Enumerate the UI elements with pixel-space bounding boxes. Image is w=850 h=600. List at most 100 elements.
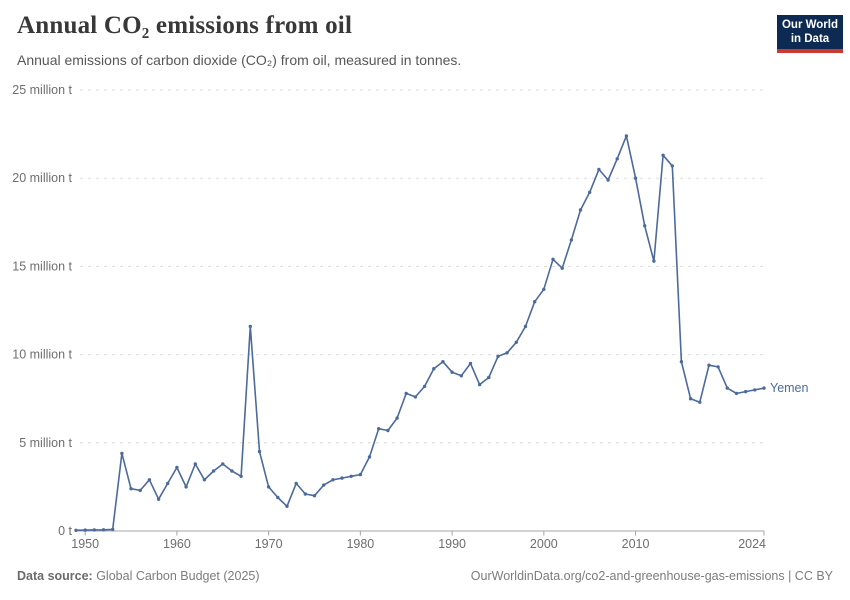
data-point bbox=[358, 472, 363, 477]
data-point bbox=[175, 465, 179, 470]
data-point bbox=[450, 370, 454, 374]
y-axis-label: 15 million t bbox=[12, 259, 72, 273]
y-axis-label: 20 million t bbox=[12, 171, 72, 185]
data-point bbox=[257, 449, 262, 454]
data-point bbox=[744, 389, 748, 394]
data-point bbox=[661, 153, 665, 157]
data-point bbox=[542, 287, 546, 291]
data-point bbox=[92, 528, 97, 532]
data-point bbox=[248, 324, 252, 329]
x-axis-label: 1990 bbox=[438, 537, 466, 551]
data-point bbox=[395, 416, 399, 420]
emissions-line bbox=[75, 135, 765, 532]
y-axis-label: 25 million t bbox=[12, 83, 72, 97]
data-point bbox=[129, 487, 133, 491]
data-source-label: Data source: bbox=[17, 569, 93, 583]
data-point bbox=[147, 478, 152, 482]
data-point bbox=[615, 157, 619, 161]
data-point bbox=[569, 238, 574, 242]
data-point bbox=[111, 527, 115, 532]
data-point bbox=[652, 259, 656, 263]
data-point bbox=[762, 386, 766, 390]
data-point bbox=[753, 388, 757, 392]
data-point bbox=[276, 495, 280, 500]
data-point bbox=[496, 354, 500, 359]
data-point bbox=[477, 382, 482, 387]
data-point bbox=[340, 476, 344, 480]
data-point bbox=[349, 474, 353, 478]
data-point bbox=[367, 455, 372, 459]
data-source-text: Global Carbon Budget (2025) bbox=[92, 569, 260, 583]
data-point bbox=[698, 400, 702, 404]
data-point bbox=[230, 469, 234, 473]
data-point bbox=[303, 492, 307, 496]
chart-subtitle: Annual emissions of carbon dioxide (CO₂)… bbox=[17, 52, 462, 68]
data-point bbox=[404, 391, 408, 396]
data-point bbox=[551, 257, 555, 261]
data-source: Data source: Global Carbon Budget (2025) bbox=[17, 569, 260, 583]
data-point bbox=[597, 167, 601, 172]
data-point bbox=[734, 391, 739, 396]
data-point bbox=[184, 485, 188, 489]
data-point bbox=[83, 528, 87, 532]
data-point bbox=[459, 374, 463, 378]
attribution: OurWorldinData.org/co2-and-greenhouse-ga… bbox=[470, 569, 833, 583]
data-point bbox=[202, 478, 207, 482]
data-point bbox=[679, 360, 684, 364]
data-point bbox=[624, 134, 629, 138]
data-point bbox=[285, 504, 289, 508]
data-point bbox=[211, 469, 216, 473]
data-point bbox=[156, 497, 161, 501]
data-point bbox=[505, 351, 509, 355]
data-point bbox=[322, 483, 326, 487]
data-point bbox=[588, 190, 592, 194]
data-point bbox=[294, 481, 298, 486]
y-axis-label: 5 million t bbox=[19, 436, 72, 450]
data-point bbox=[643, 224, 647, 228]
data-point bbox=[101, 528, 106, 532]
data-point bbox=[413, 395, 418, 399]
data-point bbox=[221, 462, 225, 466]
owid-logo-line2: in Data bbox=[790, 32, 830, 45]
y-axis-label: 0 t bbox=[58, 524, 72, 538]
x-axis-label: 1970 bbox=[255, 537, 283, 551]
x-axis-label: 1960 bbox=[163, 537, 191, 551]
data-point bbox=[707, 363, 711, 367]
data-point bbox=[166, 481, 170, 486]
data-point bbox=[533, 300, 537, 304]
x-axis-label: 2000 bbox=[530, 537, 558, 551]
data-point bbox=[468, 361, 473, 366]
x-axis-label: 1950 bbox=[71, 537, 99, 551]
data-point bbox=[716, 365, 720, 369]
data-point bbox=[120, 451, 124, 456]
data-point bbox=[487, 375, 491, 380]
series-end-label: Yemen bbox=[770, 381, 809, 395]
data-point bbox=[331, 478, 335, 482]
data-point bbox=[422, 384, 427, 389]
owid-logo: Our World in Data bbox=[777, 15, 843, 53]
chart-footer: Data source: Global Carbon Budget (2025)… bbox=[17, 569, 833, 583]
data-point bbox=[312, 494, 317, 498]
data-point bbox=[578, 208, 583, 212]
data-point bbox=[138, 488, 142, 493]
data-point bbox=[193, 462, 197, 466]
data-point bbox=[441, 360, 445, 364]
x-axis-label: 1980 bbox=[346, 537, 374, 551]
data-point bbox=[266, 485, 271, 489]
data-point bbox=[633, 176, 638, 180]
data-point bbox=[239, 474, 243, 478]
data-point bbox=[670, 164, 674, 168]
x-axis-label: 2024 bbox=[738, 537, 766, 551]
data-point bbox=[74, 528, 78, 532]
y-axis-label: 10 million t bbox=[12, 348, 72, 362]
data-point bbox=[386, 428, 390, 433]
page-title: Annual CO₂ emissions from oil bbox=[17, 12, 353, 39]
data-point bbox=[725, 386, 729, 390]
data-point bbox=[560, 266, 564, 270]
owid-logo-line1: Our World bbox=[781, 19, 838, 31]
data-point bbox=[606, 178, 610, 182]
data-point bbox=[514, 340, 518, 344]
data-point bbox=[377, 427, 381, 431]
